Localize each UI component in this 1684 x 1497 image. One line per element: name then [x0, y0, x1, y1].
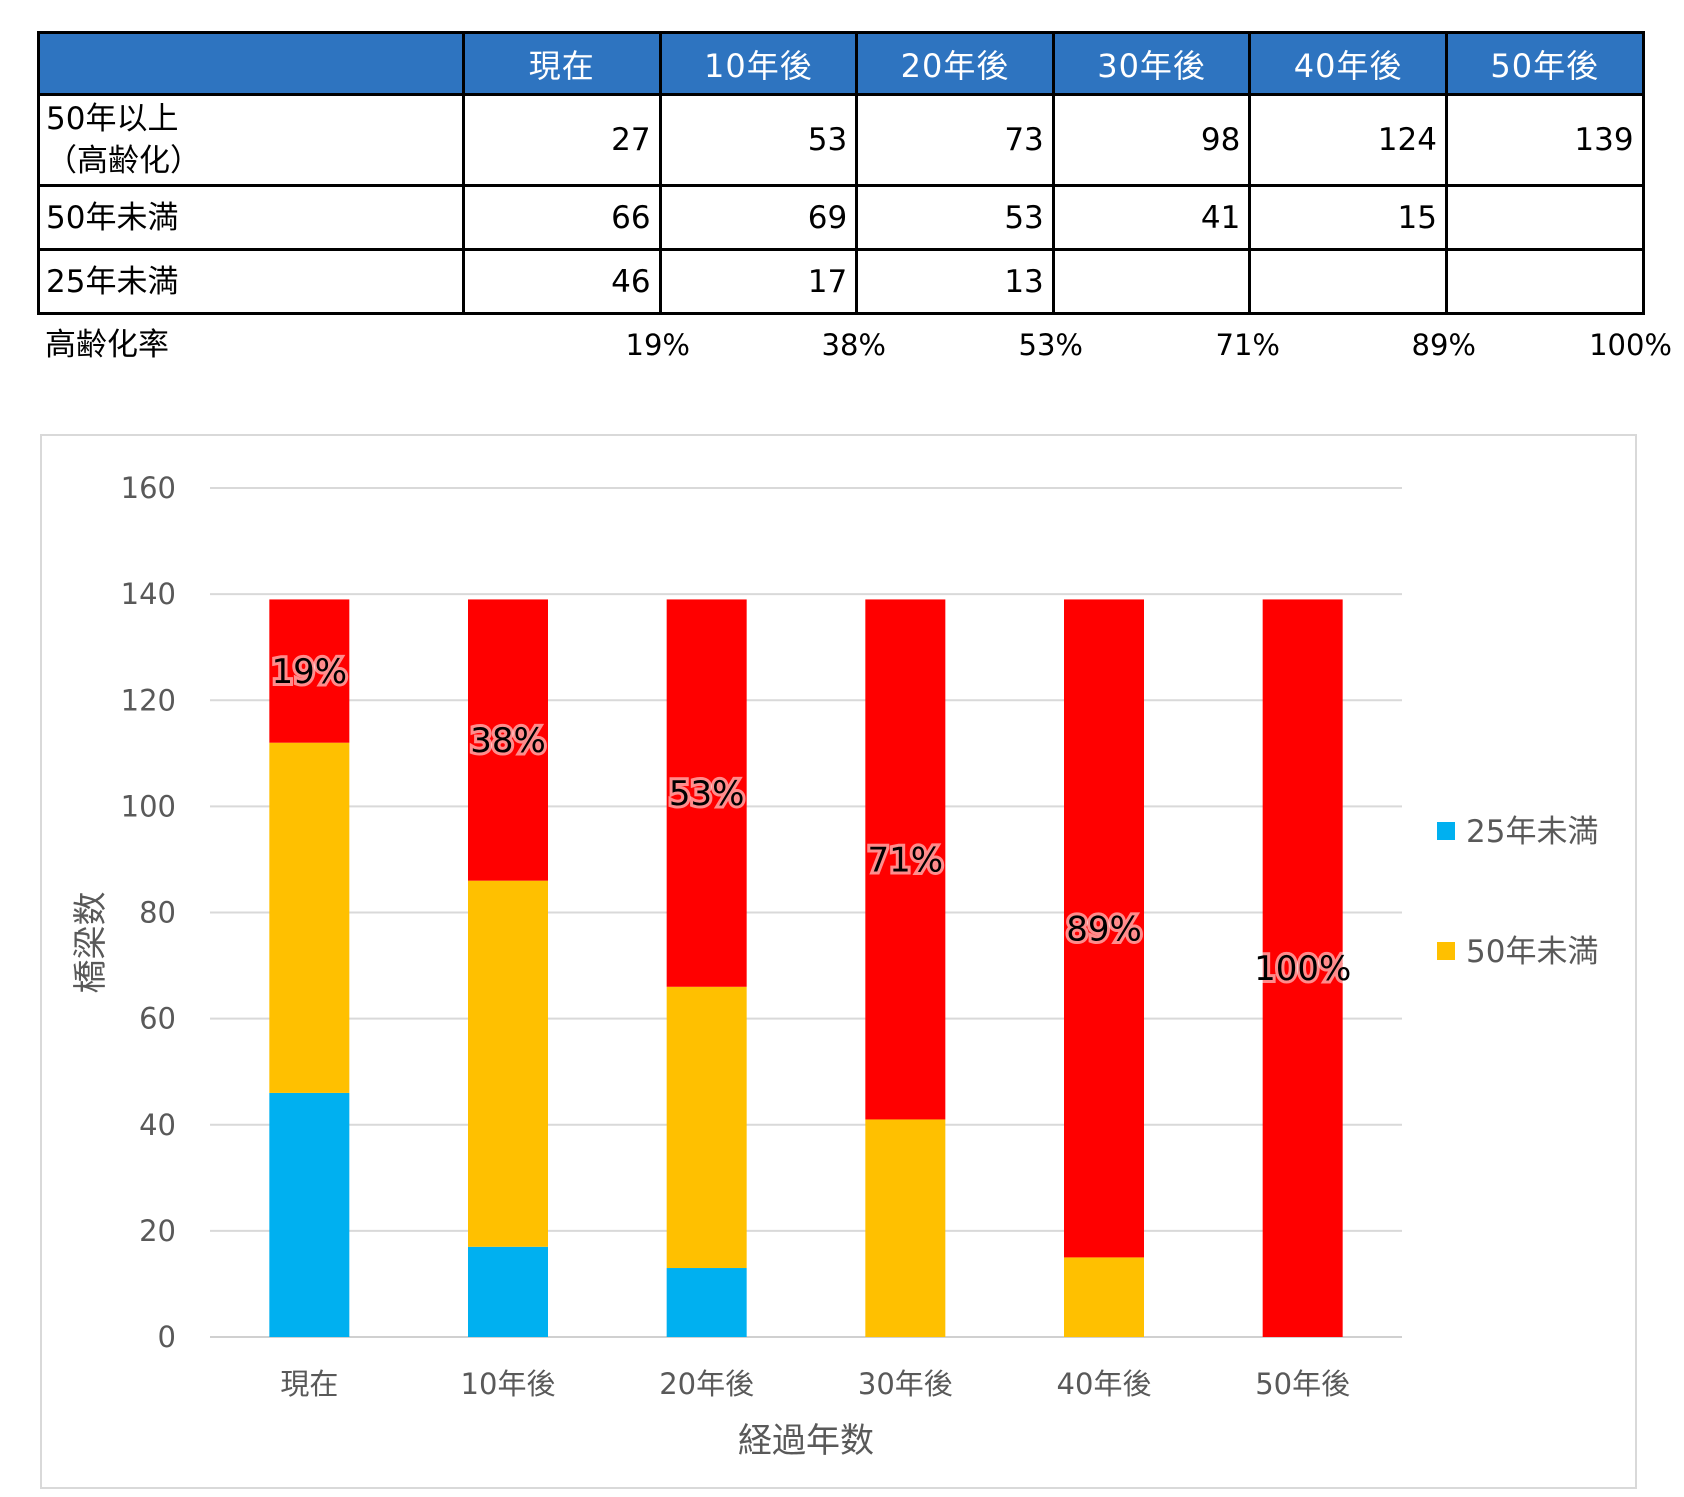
aging-rate-value: 71%	[1215, 328, 1280, 362]
table-cell: 46	[462, 248, 662, 315]
aging-rate-value: 89%	[1411, 328, 1476, 362]
table-cell: 15	[1248, 184, 1448, 251]
chart-frame: 0 20 40 60 80 100 120 140 160 19% 現在 38% 10年後 53% 20年後…	[40, 434, 1637, 1489]
bar-data-label: 100%	[1254, 949, 1351, 989]
y-tick-label: 60	[139, 1002, 176, 1036]
table-row: 50年以上 （高齢化） 27 53 73 98 124 139	[37, 93, 1645, 187]
bar-segment	[468, 880, 548, 1247]
y-tick-label: 120	[121, 683, 176, 717]
y-tick-label: 140	[121, 577, 176, 611]
table-cell: 66	[462, 184, 662, 251]
table-header-row: 現在 10年後 20年後 30年後 40年後 50年後	[37, 31, 1645, 96]
y-tick-label: 80	[139, 896, 176, 930]
y-tick-label: 40	[139, 1108, 176, 1142]
row-label: 50年未満	[37, 184, 465, 251]
bar-data-label: 19%	[272, 652, 348, 692]
x-tick-label: 10年後	[461, 1367, 556, 1401]
bar-segment	[666, 599, 747, 987]
table-cell	[1051, 248, 1252, 315]
table-cell: 53	[855, 184, 1055, 251]
legend-swatch	[1437, 822, 1455, 840]
table-cell: 27	[462, 93, 662, 187]
aging-rate-value: 100%	[1589, 328, 1672, 362]
bar-data-label: 38%	[470, 721, 546, 761]
bar-segment	[269, 599, 350, 743]
table-cell: 139	[1444, 93, 1645, 187]
x-tick-label: 30年後	[858, 1367, 953, 1401]
x-tick-label: 40年後	[1057, 1367, 1152, 1401]
header-cell: 30年後	[1051, 31, 1252, 96]
bar-segment	[1064, 599, 1144, 1258]
table-cell: 41	[1051, 184, 1252, 251]
header-cell: 現在	[462, 31, 662, 96]
x-axis-title: 経過年数	[738, 1421, 874, 1461]
table-row: 50年未満 66 69 53 41 15	[37, 184, 1645, 251]
bar-segment	[1262, 599, 1343, 1337]
table-cell: 124	[1248, 93, 1448, 187]
table-cell: 69	[658, 184, 859, 251]
bar-segment	[1064, 1257, 1144, 1337]
y-tick-label: 160	[121, 471, 176, 505]
y-tick-label: 0	[158, 1320, 176, 1354]
table-cell: 98	[1051, 93, 1252, 187]
aging-rate-value: 19%	[625, 328, 690, 362]
header-cell: 20年後	[855, 31, 1055, 96]
y-tick-label: 100	[121, 789, 176, 823]
table-cell	[1444, 184, 1645, 251]
legend-label: 50年未満	[1466, 934, 1598, 970]
x-tick-label: 50年後	[1255, 1367, 1350, 1401]
bar-segment	[666, 1268, 747, 1337]
bar-segment	[269, 742, 350, 1093]
table-cell: 17	[658, 248, 859, 315]
aging-rate-row: 高齢化率 19% 38% 53% 71% 89% 100%	[37, 320, 1672, 370]
bar-data-label: 71%	[868, 840, 944, 880]
table-cell	[1248, 248, 1448, 315]
bar-data-label: 53%	[669, 774, 745, 814]
header-cell: 10年後	[658, 31, 859, 96]
table-row: 25年未満 46 17 13	[37, 248, 1645, 315]
aging-rate-label: 高齢化率	[45, 327, 169, 363]
bar-segment	[865, 1119, 946, 1337]
header-cell: 40年後	[1248, 31, 1448, 96]
row-label: 50年以上 （高齢化）	[37, 93, 465, 187]
bar-segment	[666, 986, 747, 1269]
table-cell: 13	[855, 248, 1055, 315]
row-label: 25年未満	[37, 248, 465, 315]
y-tick-label: 20	[139, 1214, 176, 1248]
legend-label: 25年未満	[1466, 814, 1598, 850]
aging-rate-value: 38%	[821, 328, 886, 362]
table-cell: 73	[855, 93, 1055, 187]
stacked-bar-chart: 0 20 40 60 80 100 120 140 160 19% 現在 38% 10年後 53% 20年後…	[71, 471, 1598, 1461]
bar-segment	[468, 599, 548, 881]
bar-segment	[865, 599, 946, 1120]
bar-segment	[269, 1092, 350, 1337]
table-cell: 53	[658, 93, 859, 187]
bar-data-label: 89%	[1066, 909, 1142, 949]
row-label-line: 50年以上	[46, 101, 179, 137]
legend-swatch	[1437, 942, 1455, 960]
header-cell: 50年後	[1444, 31, 1645, 96]
bar-segment	[468, 1246, 548, 1337]
x-tick-label: 20年後	[659, 1367, 754, 1401]
x-tick-label: 現在	[280, 1367, 338, 1401]
aging-rate-value: 53%	[1018, 328, 1083, 362]
y-axis-title: 橋梁数	[71, 892, 111, 994]
header-cell-blank	[37, 31, 465, 96]
row-label-line: （高齢化）	[46, 143, 201, 179]
table-cell	[1444, 248, 1645, 315]
data-table: 現在 10年後 20年後 30年後 40年後 50年後 50年以上 （高齢化） …	[37, 31, 1645, 315]
